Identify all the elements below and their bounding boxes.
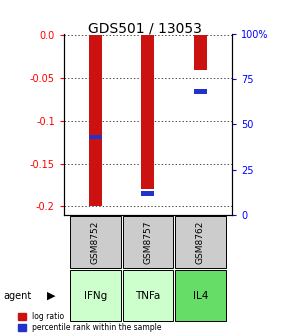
FancyBboxPatch shape xyxy=(175,216,226,268)
FancyBboxPatch shape xyxy=(70,216,121,268)
FancyBboxPatch shape xyxy=(175,270,226,322)
Bar xyxy=(141,35,155,190)
Bar xyxy=(89,35,102,207)
FancyBboxPatch shape xyxy=(70,270,121,322)
Text: ▶: ▶ xyxy=(47,291,55,301)
Text: GSM8752: GSM8752 xyxy=(91,220,100,264)
Bar xyxy=(141,191,155,196)
Bar xyxy=(194,35,207,70)
Bar xyxy=(89,135,102,139)
Text: agent: agent xyxy=(3,291,31,301)
Text: GSM8757: GSM8757 xyxy=(143,220,153,264)
FancyBboxPatch shape xyxy=(123,216,173,268)
Text: GSM8762: GSM8762 xyxy=(196,220,205,264)
FancyBboxPatch shape xyxy=(123,270,173,322)
Legend: log ratio, percentile rank within the sample: log ratio, percentile rank within the sa… xyxy=(18,312,162,332)
Text: IL4: IL4 xyxy=(193,291,208,301)
Text: TNFa: TNFa xyxy=(135,291,161,301)
Text: IFNg: IFNg xyxy=(84,291,107,301)
Text: GDS501 / 13053: GDS501 / 13053 xyxy=(88,22,202,36)
Bar xyxy=(194,89,207,94)
